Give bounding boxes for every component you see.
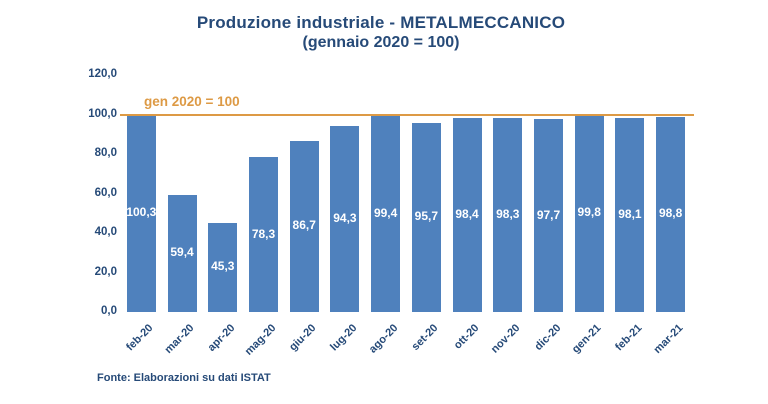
reference-annotation: gen 2020 = 100	[144, 93, 240, 109]
y-tick-label: 60,0	[94, 186, 117, 199]
bar	[411, 122, 441, 312]
y-tick-label: 80,0	[94, 147, 117, 159]
bar-value-label: 97,7	[536, 207, 561, 222]
y-tick-label: 20,0	[94, 265, 117, 278]
bar-value-label: 99,8	[577, 205, 601, 220]
bar-value-label: 98,8	[658, 206, 683, 221]
bar	[167, 194, 197, 312]
bar	[615, 118, 645, 312]
bar-value-label: 95,7	[414, 209, 439, 224]
bar-value-label: 45,3	[211, 259, 235, 274]
bar	[126, 113, 156, 312]
bar	[330, 125, 360, 312]
source-note: Fonte: Elaborazioni su dati ISTAT	[97, 372, 271, 384]
bar-value-label: 98,3	[496, 206, 520, 221]
bar	[534, 119, 563, 312]
y-tick-label: 100,0	[88, 107, 117, 120]
chart-title: Produzione industriale - METALMECCANICO	[196, 13, 566, 32]
bar	[208, 222, 238, 312]
bar-value-label: 98,4	[455, 206, 479, 221]
bar	[452, 117, 482, 312]
bar-value-label: 99,4	[373, 205, 398, 220]
bar	[656, 116, 686, 312]
bar-value-label: 78,3	[251, 226, 276, 241]
bar-value-label: 98,1	[618, 207, 642, 222]
y-tick-label: 40,0	[94, 226, 117, 238]
bar	[493, 117, 523, 312]
y-tick-label: 0,0	[101, 305, 117, 317]
bar	[289, 140, 319, 312]
bar	[249, 157, 278, 312]
chart-subtitle: (gennaio 2020 = 100)	[302, 34, 460, 51]
bar-value-label: 94,3	[333, 210, 357, 225]
bar-value-label: 100,3	[126, 204, 157, 219]
reference-line	[120, 113, 694, 116]
bar	[574, 114, 604, 312]
bar-value-label: 59,4	[170, 245, 194, 260]
bar-value-label: 86,7	[292, 218, 316, 233]
bar	[371, 115, 401, 312]
y-tick-label: 120,0	[88, 68, 117, 80]
